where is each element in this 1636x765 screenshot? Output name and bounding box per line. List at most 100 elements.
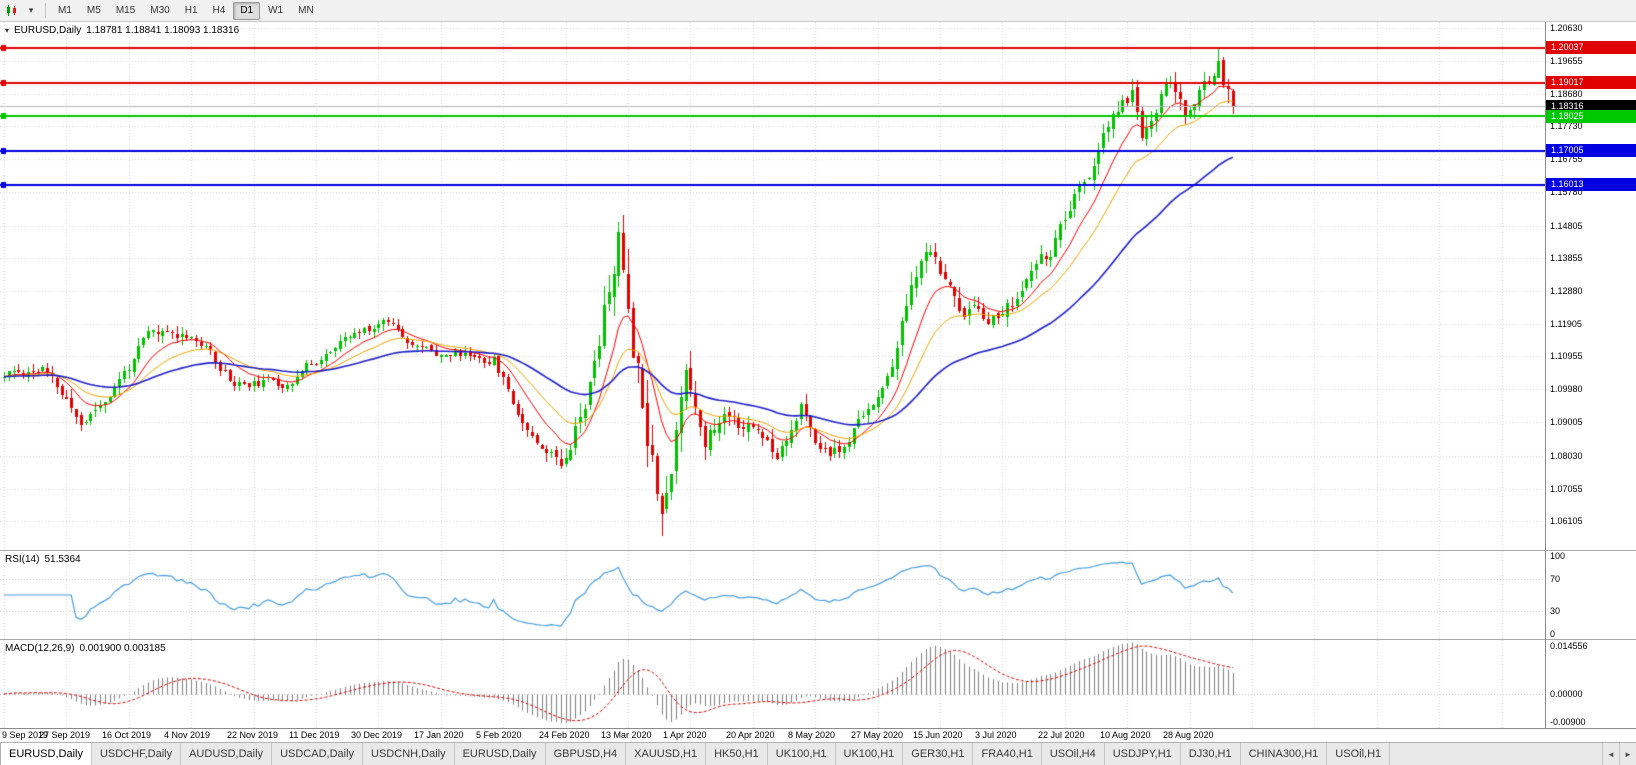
date-tick-label: 4 Nov 2019 <box>164 730 211 740</box>
chart-tab-bar: EURUSD,Daily USDCHF,Daily AUDUSD,Daily USDC… <box>0 742 1636 765</box>
rsi-title: RSI(14) 51.5364 <box>5 554 81 565</box>
tab-scroll-controls: ◄ ► <box>1602 743 1636 765</box>
date-tick-label: 22 Jul 2020 <box>1038 730 1085 740</box>
timeframe-button-w1[interactable]: W1 <box>268 5 284 16</box>
date-tick-label: 8 May 2020 <box>788 730 836 740</box>
rsi-value: 51.5364 <box>44 554 81 565</box>
timeframe-button-m5[interactable]: M5 <box>86 5 101 16</box>
rsi-pane: RSI(14) 51.5364 <box>0 551 1545 639</box>
chart-title: ▾ EURUSD,Daily 1.18781 1.18841 1.18093 1… <box>5 25 239 36</box>
macd-canvas[interactable] <box>0 640 1545 728</box>
price-tick-label: 1.12880 <box>1550 286 1583 296</box>
timeframe-button-m30[interactable]: M30 <box>150 5 170 16</box>
price-level-badge: 1.18025 <box>1546 110 1636 123</box>
price-chart-canvas[interactable] <box>0 22 1545 550</box>
price-tick-label: 1.20630 <box>1550 23 1583 33</box>
price-tick-label: 1.09005 <box>1550 417 1583 427</box>
macd-label: MACD(12,26,9) <box>5 643 75 654</box>
date-tick-label: 15 Jun 2020 <box>913 730 963 740</box>
date-tick-label: 27 May 2020 <box>851 730 904 740</box>
chart-tab-uk100-h1[interactable]: UK100,H1 <box>767 743 836 765</box>
chart-tab-eurusd-daily[interactable]: EURUSD,Daily <box>454 743 546 765</box>
date-tick-label: 1 Apr 2020 <box>663 730 707 740</box>
chart-tab-audusd-daily[interactable]: AUDUSD,Daily <box>181 743 273 765</box>
chart-tab-usdchf-daily[interactable]: USDCHF,Daily <box>91 743 182 765</box>
tab-scroll-right-icon[interactable]: ► <box>1619 743 1636 765</box>
rsi-label: RSI(14) <box>5 554 40 565</box>
price-tick-label: 1.14805 <box>1550 221 1583 231</box>
chart-tab-eurusd-daily[interactable]: EURUSD,Daily <box>0 743 92 765</box>
chart-tab-ger30-h1[interactable]: GER30,H1 <box>903 743 974 765</box>
candlestick-chart-icon[interactable] <box>3 2 21 20</box>
date-tick-label: 30 Dec 2019 <box>351 730 403 740</box>
price-tick-label: 1.18680 <box>1550 89 1583 99</box>
chart-panes: ▾ EURUSD,Daily 1.18781 1.18841 1.18093 1… <box>0 22 1545 728</box>
rsi-canvas[interactable] <box>0 551 1545 639</box>
price-level-badge: 1.16013 <box>1546 178 1636 191</box>
chart-tab-usdcad-daily[interactable]: USDCAD,Daily <box>272 743 364 765</box>
date-tick-label: 28 Aug 2020 <box>1163 730 1214 740</box>
price-pane: ▾ EURUSD,Daily 1.18781 1.18841 1.18093 1… <box>0 22 1545 550</box>
macd-pane: MACD(12,26,9) 0.001900 0.003185 <box>0 640 1545 728</box>
date-tick-label: 27 Sep 2019 <box>39 730 91 740</box>
price-tick-label: 1.11905 <box>1550 319 1582 329</box>
chart-symbol-label: EURUSD,Daily <box>14 25 82 36</box>
price-tick-label: 1.17730 <box>1550 121 1583 131</box>
price-axis: 1.20630 1.19655 1.18680 1.17730 1.16755 1.157… <box>1545 22 1636 728</box>
pane-splitter[interactable] <box>0 639 1545 640</box>
chart-tab-xauusd-h1[interactable]: XAUUSD,H1 <box>626 743 707 765</box>
chart-tab-uk100-h1[interactable]: UK100,H1 <box>835 743 904 765</box>
date-tick-label: 11 Dec 2019 <box>289 730 340 740</box>
tab-scroll-left-icon[interactable]: ◄ <box>1602 743 1619 765</box>
price-level-badge: 1.19017 <box>1546 76 1636 89</box>
date-tick-label: 3 Jul 2020 <box>975 730 1017 740</box>
chart-tab-usdjpy-h1[interactable]: USDJPY,H1 <box>1104 743 1181 765</box>
date-tick-label: 17 Jan 2020 <box>414 730 464 740</box>
chevron-down-icon[interactable]: ▾ <box>28 5 34 15</box>
timeframe-button-m1[interactable]: M1 <box>58 5 72 16</box>
pane-splitter <box>1546 639 1636 640</box>
chart-tab-usdcnh-daily[interactable]: USDCNH,Daily <box>363 743 455 765</box>
price-level-badge: 1.17005 <box>1546 144 1636 157</box>
timeframe-button-h4[interactable]: H4 <box>212 5 226 16</box>
timeframe-button-d1[interactable]: D1 <box>233 1 261 20</box>
price-tick-label: 1.13855 <box>1550 253 1583 263</box>
date-tick-label: 9 Sep 2019 <box>2 730 49 740</box>
date-tick-label: 10 Aug 2020 <box>1100 730 1151 740</box>
price-level-badge: 1.20037 <box>1546 41 1636 54</box>
chart-tab-hk50-h1[interactable]: HK50,H1 <box>706 743 768 765</box>
rsi-tick-label: 100 <box>1550 551 1566 561</box>
chart-region: ▾ EURUSD,Daily 1.18781 1.18841 1.18093 1… <box>0 22 1636 728</box>
rsi-tick-label: 70 <box>1550 574 1561 584</box>
rsi-tick-label: 0 <box>1550 629 1556 639</box>
macd-tick-label: 0.014556 <box>1550 641 1588 651</box>
pane-splitter <box>1546 550 1636 551</box>
toolbar: ▾ M1 M5 M15 M30 H1 H4 D1 W1 MN <box>0 0 1636 22</box>
rsi-tick-label: 30 <box>1550 606 1561 616</box>
price-tick-label: 1.09980 <box>1550 384 1583 394</box>
price-tick-label: 1.16755 <box>1550 154 1583 164</box>
price-tick-label: 1.19655 <box>1550 56 1583 66</box>
chart-ohlc-values: 1.18781 1.18841 1.18093 1.18316 <box>86 25 240 36</box>
macd-values: 0.001900 0.003185 <box>79 643 166 654</box>
chart-tab-usoil-h1[interactable]: USOil,H1 <box>1327 743 1391 765</box>
price-tick-label: 1.06105 <box>1550 516 1583 526</box>
timeframe-button-m15[interactable]: M15 <box>115 5 136 16</box>
chart-tab-dj30-h1[interactable]: DJ30,H1 <box>1180 743 1241 765</box>
chart-tab-usoil-h4[interactable]: USOil,H4 <box>1041 743 1105 765</box>
date-tick-label: 20 Apr 2020 <box>726 730 775 740</box>
pane-splitter[interactable] <box>0 550 1545 551</box>
macd-tick-label: 0.00000 <box>1550 689 1583 699</box>
chart-tab-fra40-h1[interactable]: FRA40,H1 <box>973 743 1042 765</box>
price-level-badge: 1.18316 <box>1546 100 1636 113</box>
timeframe-group: M1 M5 M15 M30 H1 H4 D1 W1 MN <box>51 1 321 20</box>
chart-tab-gbpusd-h4[interactable]: GBPUSD,H4 <box>545 743 627 765</box>
timeframe-button-h1[interactable]: H1 <box>184 5 198 16</box>
timeframe-button-mn[interactable]: MN <box>298 5 314 16</box>
chart-menu-icon[interactable]: ▾ <box>5 26 10 35</box>
date-tick-label: 24 Feb 2020 <box>539 730 590 740</box>
toolbar-separator <box>45 3 46 18</box>
date-tick-label: 22 Nov 2019 <box>227 730 279 740</box>
chart-tab-china300-h1[interactable]: CHINA300,H1 <box>1240 743 1328 765</box>
